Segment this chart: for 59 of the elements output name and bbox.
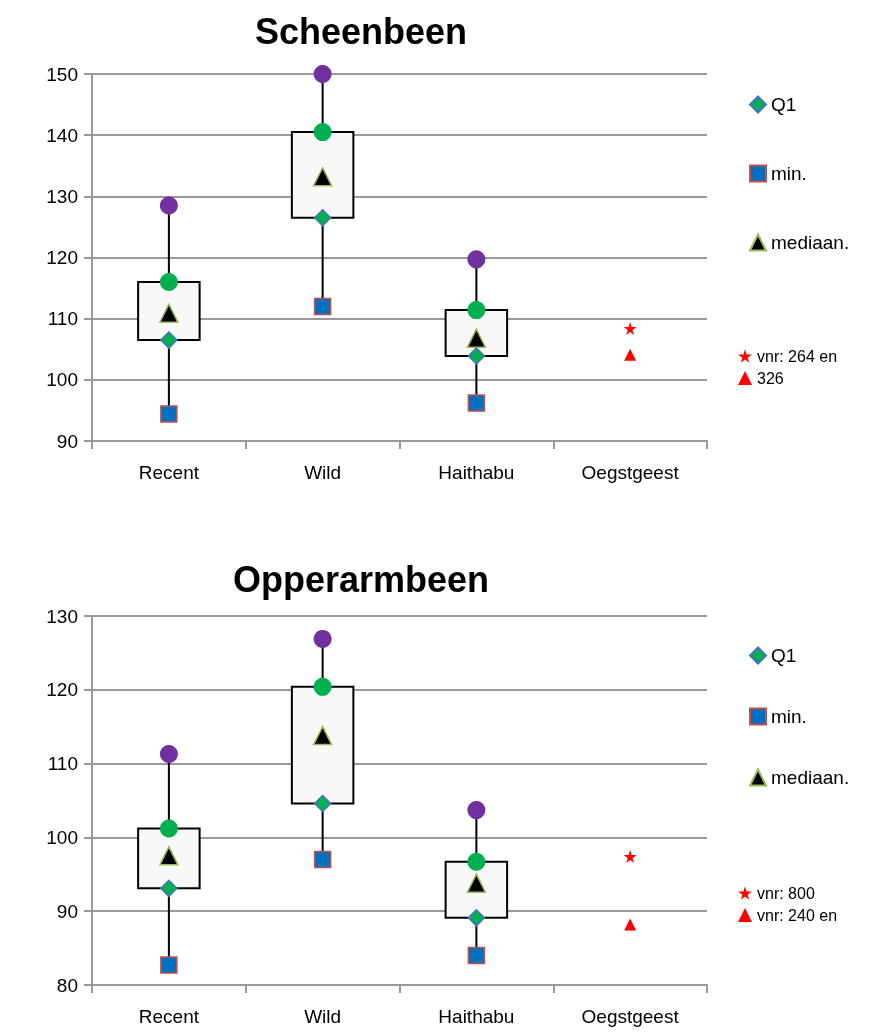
- x-tick-label: Oegstgeest: [581, 1006, 680, 1027]
- x-tick-label: Wild: [304, 1006, 342, 1027]
- point: [159, 272, 178, 291]
- point: [312, 167, 333, 187]
- point: [160, 879, 178, 898]
- x-tick-label: Recent: [138, 1006, 200, 1027]
- legend-label: Q1: [771, 645, 797, 666]
- point: [467, 801, 486, 820]
- point: [313, 297, 332, 316]
- y-tick-label: 120: [46, 679, 78, 701]
- point: [313, 208, 332, 227]
- point: [313, 123, 332, 142]
- point: [467, 394, 486, 412]
- x-tick-label: Haithabu: [438, 462, 515, 483]
- point: [467, 301, 486, 320]
- point: [467, 946, 486, 965]
- point: [313, 629, 332, 648]
- y-tick-label: 100: [46, 369, 78, 391]
- point: [313, 65, 332, 83]
- point: [313, 794, 332, 813]
- y-tick-label: 80: [56, 974, 78, 996]
- point: [313, 677, 332, 696]
- legend-label: Q1: [771, 94, 797, 115]
- point: [467, 909, 486, 927]
- legend-label: vnr: 800: [757, 884, 815, 902]
- y-tick-label: 110: [47, 308, 78, 330]
- y-tick-label: 110: [47, 753, 78, 775]
- legend-label: 326: [757, 369, 784, 387]
- legend-label: mediaan.: [771, 232, 850, 253]
- y-tick-label: 90: [56, 900, 78, 922]
- x-tick-label: Wild: [304, 462, 342, 483]
- y-tick-label: 100: [46, 826, 78, 848]
- y-tick-label: 90: [56, 430, 78, 452]
- point: [313, 850, 332, 869]
- x-tick-label: Oegstgeest: [581, 462, 680, 483]
- point: [159, 745, 178, 763]
- point: [159, 819, 178, 838]
- y-tick-label: 130: [46, 185, 78, 207]
- legend-label: min.: [771, 163, 807, 184]
- x-tick-label: Recent: [138, 462, 200, 483]
- legend-label: mediaan.: [771, 767, 850, 788]
- y-tick-label: 140: [46, 124, 78, 146]
- legend-label: vnr: 240 en: [757, 906, 838, 924]
- chart-title: Opperarmbeen: [232, 558, 490, 600]
- point: [312, 725, 333, 746]
- y-tick-label: 120: [46, 247, 78, 268]
- point: [160, 405, 178, 423]
- x-tick-label: Haithabu: [438, 1006, 515, 1027]
- point: [467, 250, 486, 269]
- point: [467, 852, 486, 871]
- legend-label: vnr: 264 en: [757, 347, 838, 365]
- point: [160, 956, 178, 974]
- y-tick-label: 130: [46, 605, 78, 627]
- chart-title: Scheenbeen: [254, 10, 468, 52]
- point: [159, 196, 178, 215]
- legend-label: min.: [771, 706, 807, 727]
- point: [467, 347, 486, 365]
- point: [160, 331, 178, 349]
- y-tick-label: 150: [46, 63, 78, 85]
